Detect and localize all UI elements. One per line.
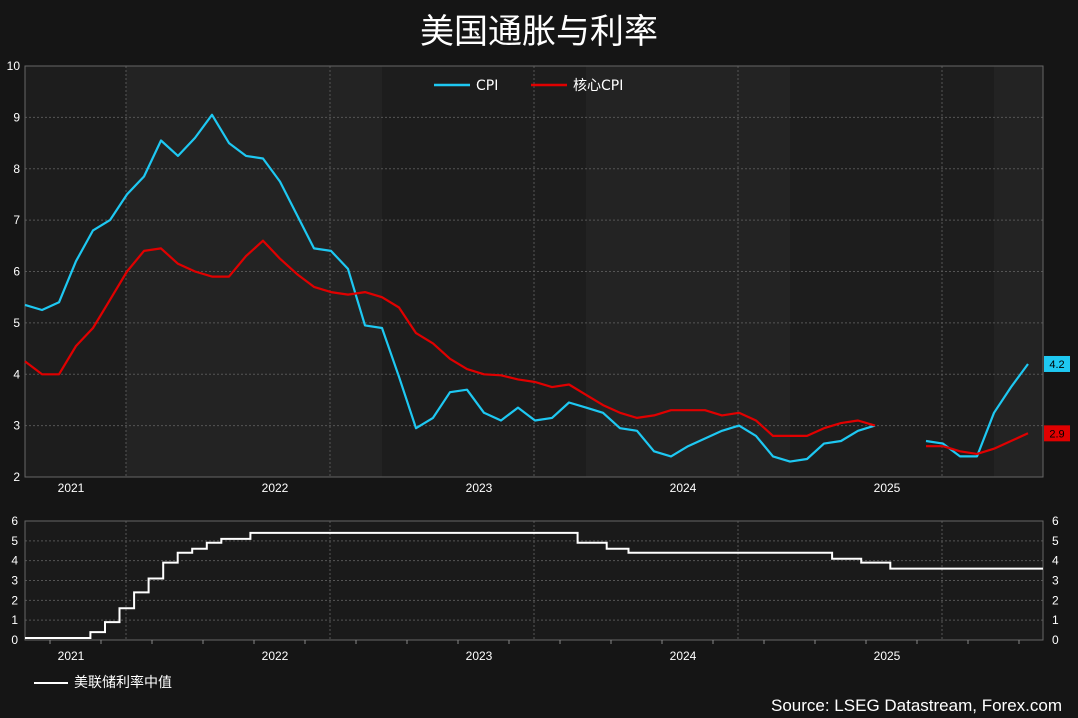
x-tick-label: 2025 (874, 481, 901, 495)
y-tick-label-right: 0 (1052, 633, 1059, 647)
rate-legend-label: 美联储利率中值 (74, 675, 172, 691)
cpi-legend-label: CPI (476, 78, 498, 94)
last-value-label: 4.2 (1049, 359, 1064, 371)
y-tick-label: 6 (13, 265, 20, 279)
y-tick-label: 9 (13, 110, 20, 124)
y-tick-label: 2 (13, 470, 20, 484)
y-tick-label: 4 (13, 367, 20, 381)
x-tick-label: 2024 (670, 649, 697, 663)
y-tick-label-left: 5 (11, 534, 18, 548)
y-tick-label: 3 (13, 419, 20, 433)
core-cpi-line (24, 239, 1029, 455)
y-tick-label-left: 0 (11, 633, 18, 647)
y-tick-label-right: 5 (1052, 534, 1059, 548)
top-plot-border (24, 65, 1044, 478)
y-tick-label: 8 (13, 162, 20, 176)
bottom-plot-border (24, 520, 1044, 641)
rate-legend-swatch (34, 682, 68, 684)
core-legend-label: 核心CPI (573, 78, 623, 94)
y-tick-label-right: 6 (1052, 514, 1059, 528)
x-tick-label: 2024 (670, 481, 697, 495)
x-tick-label: 2023 (466, 481, 493, 495)
y-tick-label: 7 (13, 213, 20, 227)
x-tick-label: 2022 (262, 481, 289, 495)
y-tick-label: 10 (7, 59, 21, 73)
y-tick-label: 5 (13, 316, 20, 330)
x-tick-label: 2021 (58, 649, 85, 663)
last-value-tag (1044, 425, 1070, 442)
y-tick-label-right: 4 (1052, 554, 1059, 568)
last-value-label: 2.9 (1049, 428, 1064, 440)
fed-rate-line (25, 531, 1043, 639)
y-tick-label-left: 4 (11, 554, 18, 568)
x-tick-label: 2022 (262, 649, 289, 663)
chart-title: 美国通胀与利率 (420, 12, 658, 52)
y-tick-label-left: 2 (11, 593, 18, 607)
rate-legend: 美联储利率中值 (34, 672, 172, 692)
y-tick-label-left: 1 (11, 613, 18, 627)
cpi-line (24, 113, 1029, 463)
x-tick-label: 2021 (58, 481, 85, 495)
x-tick-label: 2023 (466, 649, 493, 663)
y-tick-label-right: 1 (1052, 613, 1059, 627)
source-note: Source: LSEG Datastream, Forex.com (771, 696, 1062, 715)
y-tick-label-left: 6 (11, 514, 18, 528)
y-tick-label-right: 3 (1052, 574, 1059, 588)
y-tick-label-left: 3 (11, 574, 18, 588)
last-value-tag (1044, 355, 1070, 372)
y-tick-label-right: 2 (1052, 593, 1059, 607)
year-band (586, 66, 790, 477)
x-tick-label: 2025 (874, 649, 901, 663)
